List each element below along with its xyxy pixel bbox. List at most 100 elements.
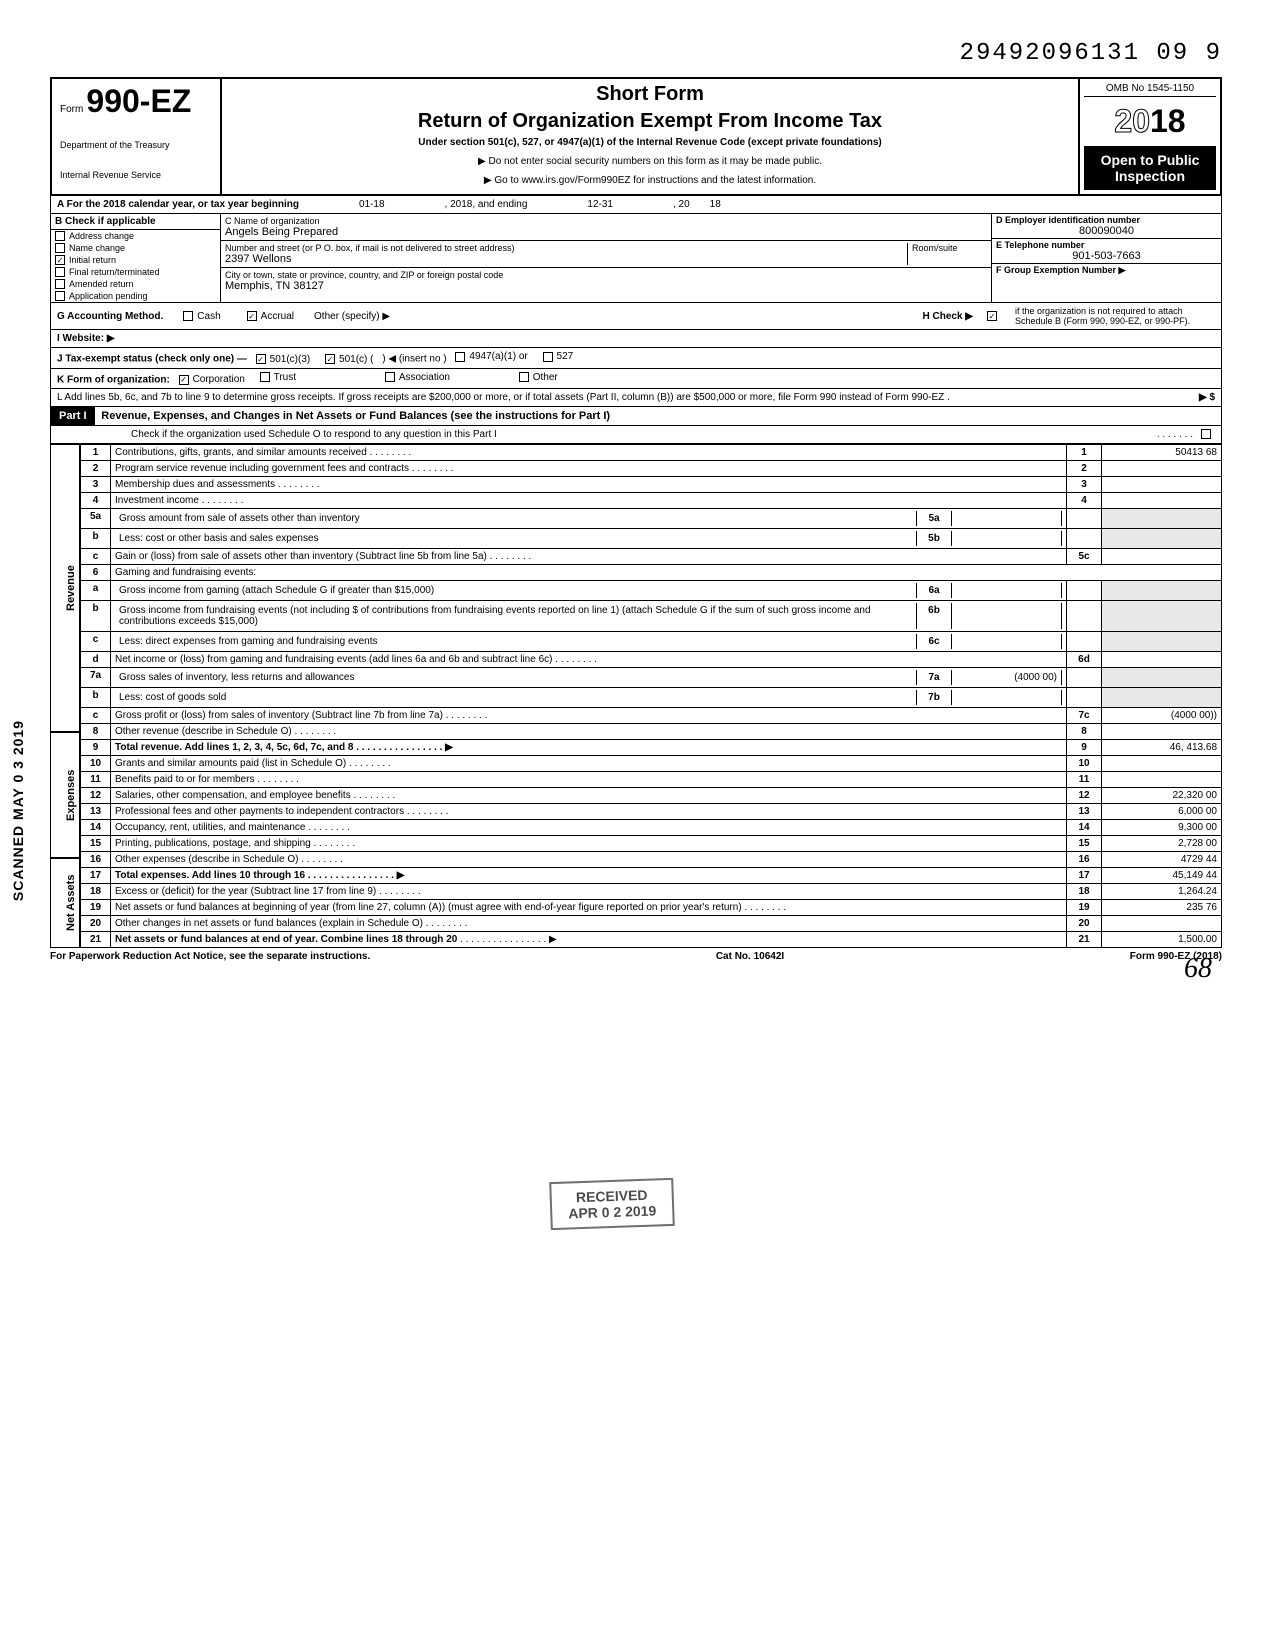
- check-b-item: Name change: [51, 242, 220, 254]
- received-stamp: RECEIVED APR 0 2 2019: [549, 1178, 675, 1230]
- line-row: 1Contributions, gifts, grants, and simil…: [81, 445, 1222, 461]
- check-b-item: Final return/terminated: [51, 266, 220, 278]
- footer-mid: Cat No. 10642I: [716, 951, 784, 962]
- footer-left: For Paperwork Reduction Act Notice, see …: [50, 951, 370, 962]
- form-header: Form 990-EZ Department of the Treasury I…: [50, 77, 1222, 196]
- trust-checkbox[interactable]: [260, 372, 270, 382]
- line-row: 18Excess or (deficit) for the year (Subt…: [81, 884, 1222, 900]
- line-row: 21Net assets or fund balances at end of …: [81, 932, 1222, 948]
- form-prefix: Form: [60, 104, 83, 115]
- h-checkbox[interactable]: ✓: [987, 311, 997, 321]
- dept-irs: Internal Revenue Service: [60, 170, 212, 180]
- line-row: 12Salaries, other compensation, and empl…: [81, 788, 1222, 804]
- line-row: 4Investment income . . . . . . . .4: [81, 493, 1222, 509]
- phone-value: 901-503-7663: [996, 250, 1217, 262]
- scanned-stamp: SCANNED MAY 0 3 2019: [10, 720, 26, 901]
- line-row: 11Benefits paid to or for members . . . …: [81, 772, 1222, 788]
- check-b-checkbox[interactable]: [55, 291, 65, 301]
- form-number: 990-EZ: [86, 83, 191, 119]
- section-b-header: B Check if applicable: [51, 214, 220, 230]
- line-row: 6Gaming and fundraising events:: [81, 565, 1222, 581]
- ein-label: D Employer identification number: [996, 215, 1217, 225]
- instruction-2: ▶ Go to www.irs.gov/Form990EZ for instru…: [226, 175, 1074, 186]
- check-b-item: Address change: [51, 230, 220, 242]
- main-title: Return of Organization Exempt From Incom…: [226, 110, 1074, 133]
- subtitle: Under section 501(c), 527, or 4947(a)(1)…: [226, 137, 1074, 148]
- 501c3-checkbox[interactable]: ✓: [256, 354, 266, 364]
- line-row: bLess: cost or other basis and sales exp…: [81, 529, 1222, 549]
- group-label: F Group Exemption Number ▶: [996, 265, 1217, 276]
- form-org-row: K Form of organization: ✓Corporation Tru…: [50, 369, 1222, 390]
- check-b-checkbox[interactable]: [55, 231, 65, 241]
- check-b-item: ✓Initial return: [51, 254, 220, 266]
- line-row: 9Total revenue. Add lines 1, 2, 3, 4, 5c…: [81, 740, 1222, 756]
- phone-label: E Telephone number: [996, 240, 1217, 250]
- accrual-checkbox[interactable]: ✓: [247, 311, 257, 321]
- 4947-checkbox[interactable]: [455, 352, 465, 362]
- addr-label: Number and street (or P O. box, if mail …: [225, 243, 907, 253]
- tax-year: 2018: [1084, 103, 1216, 140]
- line-row: dNet income or (loss) from gaming and fu…: [81, 652, 1222, 668]
- part1-check-row: Check if the organization used Schedule …: [50, 426, 1222, 444]
- line-row: 10Grants and similar amounts paid (list …: [81, 756, 1222, 772]
- ein-value: 800090040: [996, 225, 1217, 237]
- document-id: 29492096131 09 9: [50, 40, 1222, 67]
- part1-title: Revenue, Expenses, and Changes in Net As…: [101, 410, 610, 422]
- tax-exempt-row: J Tax-exempt status (check only one) — ✓…: [50, 348, 1222, 369]
- expenses-side-label: Expenses: [50, 732, 80, 858]
- check-b-checkbox[interactable]: ✓: [55, 255, 65, 265]
- instruction-1: ▶ Do not enter social security numbers o…: [226, 156, 1074, 167]
- cash-checkbox[interactable]: [183, 311, 193, 321]
- corp-checkbox[interactable]: ✓: [179, 375, 189, 385]
- line-row: 15Printing, publications, postage, and s…: [81, 836, 1222, 852]
- revenue-side-label: Revenue: [50, 444, 80, 732]
- room-label: Room/suite: [912, 243, 987, 253]
- line-row: 5aGross amount from sale of assets other…: [81, 509, 1222, 529]
- row-l: L Add lines 5b, 6c, and 7b to line 9 to …: [50, 389, 1222, 407]
- org-name: Angels Being Prepared: [225, 226, 987, 238]
- street-address: 2397 Wellons: [225, 253, 907, 265]
- city-state-zip: Memphis, TN 38127: [225, 280, 987, 292]
- website-row: I Website: ▶: [50, 330, 1222, 348]
- line-row: 19Net assets or fund balances at beginni…: [81, 900, 1222, 916]
- other-org-checkbox[interactable]: [519, 372, 529, 382]
- dept-treasury: Department of the Treasury: [60, 140, 212, 150]
- line-row: cGain or (loss) from sale of assets othe…: [81, 549, 1222, 565]
- city-label: City or town, state or province, country…: [225, 270, 987, 280]
- line-row: 2Program service revenue including gover…: [81, 461, 1222, 477]
- 527-checkbox[interactable]: [543, 352, 553, 362]
- line-row: 20Other changes in net assets or fund ba…: [81, 916, 1222, 932]
- line-row: cLess: direct expenses from gaming and f…: [81, 632, 1222, 652]
- open-public-label: Open to Public Inspection: [1084, 146, 1216, 190]
- check-b-checkbox[interactable]: [55, 267, 65, 277]
- check-b-item: Application pending: [51, 290, 220, 302]
- netassets-side-label: Net Assets: [50, 858, 80, 948]
- org-info-grid: B Check if applicable Address changeName…: [50, 214, 1222, 303]
- line-row: 13Professional fees and other payments t…: [81, 804, 1222, 820]
- check-b-checkbox[interactable]: [55, 279, 65, 289]
- row-a-tax-year: A For the 2018 calendar year, or tax yea…: [50, 196, 1222, 214]
- line-row: bGross income from fundraising events (n…: [81, 601, 1222, 632]
- 501c-checkbox[interactable]: ✓: [325, 354, 335, 364]
- line-row: 7aGross sales of inventory, less returns…: [81, 668, 1222, 688]
- line-row: aGross income from gaming (attach Schedu…: [81, 581, 1222, 601]
- check-b-item: Amended return: [51, 278, 220, 290]
- line-row: 14Occupancy, rent, utilities, and mainte…: [81, 820, 1222, 836]
- footer: For Paperwork Reduction Act Notice, see …: [50, 948, 1222, 965]
- omb-number: OMB No 1545-1150: [1084, 83, 1216, 97]
- accounting-method-row: G Accounting Method. Cash ✓Accrual Other…: [50, 303, 1222, 330]
- lines-table: 1Contributions, gifts, grants, and simil…: [80, 444, 1222, 948]
- short-form-title: Short Form: [226, 83, 1074, 106]
- line-row: 17Total expenses. Add lines 10 through 1…: [81, 868, 1222, 884]
- part1-header: Part I: [51, 407, 95, 425]
- line-row: bLess: cost of goods sold7b: [81, 688, 1222, 708]
- line-row: 16Other expenses (describe in Schedule O…: [81, 852, 1222, 868]
- line-row: cGross profit or (loss) from sales of in…: [81, 708, 1222, 724]
- line-row: 8Other revenue (describe in Schedule O) …: [81, 724, 1222, 740]
- check-b-checkbox[interactable]: [55, 243, 65, 253]
- handwritten-note: 68: [1184, 953, 1212, 985]
- line-row: 3Membership dues and assessments . . . .…: [81, 477, 1222, 493]
- assoc-checkbox[interactable]: [385, 372, 395, 382]
- schedule-o-checkbox[interactable]: [1201, 429, 1211, 439]
- org-name-label: C Name of organization: [225, 216, 987, 226]
